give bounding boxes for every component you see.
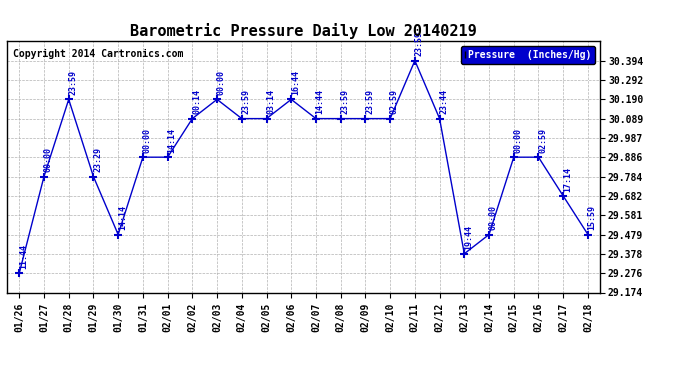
Text: Copyright 2014 Cartronics.com: Copyright 2014 Cartronics.com (13, 49, 184, 59)
Text: 23:59: 23:59 (365, 89, 374, 114)
Text: 17:14: 17:14 (563, 167, 572, 192)
Text: 23:59: 23:59 (68, 70, 77, 95)
Text: 11:44: 11:44 (19, 244, 28, 269)
Text: 16:44: 16:44 (291, 70, 300, 95)
Text: 00:00: 00:00 (489, 206, 497, 230)
Text: 00:00: 00:00 (143, 128, 152, 153)
Text: 14:44: 14:44 (315, 89, 324, 114)
Text: 00:00: 00:00 (513, 128, 522, 153)
Text: 14:14: 14:14 (167, 128, 176, 153)
Text: 23:29: 23:29 (93, 147, 102, 172)
Text: 00:00: 00:00 (43, 147, 52, 172)
Text: 03:14: 03:14 (266, 89, 275, 114)
Text: 23:44: 23:44 (440, 89, 449, 114)
Legend: Pressure  (Inches/Hg): Pressure (Inches/Hg) (462, 46, 595, 64)
Text: 23:59: 23:59 (241, 89, 250, 114)
Text: 19:44: 19:44 (464, 225, 473, 250)
Text: 00:14: 00:14 (192, 89, 201, 114)
Text: 14:14: 14:14 (118, 206, 127, 230)
Text: 23:59: 23:59 (415, 32, 424, 57)
Text: 23:59: 23:59 (340, 89, 349, 114)
Text: 15:59: 15:59 (588, 206, 597, 230)
Text: 02:59: 02:59 (538, 128, 547, 153)
Text: 02:59: 02:59 (390, 89, 399, 114)
Text: 00:00: 00:00 (217, 70, 226, 95)
Title: Barometric Pressure Daily Low 20140219: Barometric Pressure Daily Low 20140219 (130, 23, 477, 39)
